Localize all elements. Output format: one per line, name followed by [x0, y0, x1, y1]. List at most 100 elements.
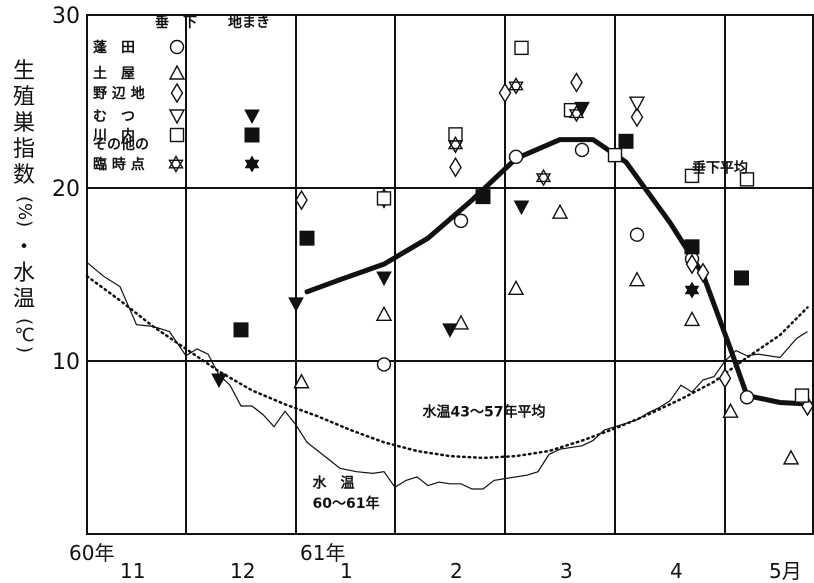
square-marker [684, 168, 700, 184]
y-axis-label-char: 数 [12, 163, 35, 188]
star-triangle-down [568, 109, 585, 123]
diamond-marker [685, 253, 699, 275]
triangle-down-filled-marker [244, 109, 260, 125]
y-axis-label-char: (%) [14, 196, 35, 228]
circle-marker [629, 227, 645, 242]
y-tick-labels: 10 20 30 [52, 4, 80, 375]
star-open-marker [535, 168, 552, 187]
triangle-up-marker [507, 279, 525, 296]
x-tick-label: 11 [120, 559, 145, 583]
triangle-up-marker [293, 373, 310, 389]
x-tick-label: 60年 [69, 541, 114, 565]
legend-label-line2: 臨 時 点 [93, 156, 145, 173]
square-filled-marker [618, 133, 634, 149]
star-open-marker [508, 76, 524, 95]
diamond-marker [449, 156, 462, 178]
triangle-up-marker [551, 203, 569, 219]
star-triangle-down [508, 81, 524, 95]
triangle-down-filled-marker [442, 323, 458, 338]
y-axis-label-char: 指 [12, 137, 35, 162]
star-triangle-up [168, 155, 184, 169]
legend-label: 土 屋 [93, 65, 135, 82]
star-triangle-down [684, 285, 700, 299]
triangle-down-filled-marker [211, 373, 227, 389]
circle-marker [574, 142, 590, 158]
square-marker [794, 388, 810, 403]
triangle-up-marker [683, 311, 701, 327]
diamond-marker [170, 82, 184, 104]
circle-marker [739, 390, 755, 405]
square-filled-marker [233, 322, 249, 338]
x-tick-label: 1 [340, 559, 353, 583]
y-axis-label-char: 殖 [12, 85, 35, 110]
star-triangle-up [508, 76, 524, 91]
diamond-marker [498, 82, 512, 104]
y-axis-label-char: 水 [12, 261, 35, 286]
legend-label: その他の [93, 136, 149, 153]
x-tick-label: 61年 [300, 541, 345, 565]
annotation: 60～61年 [313, 495, 380, 512]
annotation: 水温43～57年平均 [423, 403, 546, 420]
y-axis-label-char: 温 [12, 287, 35, 312]
y-tick-label: 10 [52, 350, 80, 375]
triangle-down-filled-marker [376, 271, 392, 287]
legend-header-ground: 地まき [228, 14, 270, 31]
x-tick-label: 12 [230, 559, 255, 583]
diamond-marker [696, 262, 710, 284]
square-filled-marker [299, 230, 315, 246]
legend-label: む つ [93, 109, 135, 125]
legend-header-hanging: 垂 下 [155, 14, 197, 31]
star-open-marker [168, 155, 184, 173]
square-filled-marker [244, 127, 260, 143]
diamond-marker [630, 106, 644, 128]
y-axis-label-char: 巣 [12, 111, 35, 136]
x-tick-label: 2 [450, 559, 463, 583]
line-series [85, 137, 814, 490]
square-marker [607, 147, 623, 163]
star-triangle-up [535, 168, 552, 183]
legend-label: 蓬 田 [93, 39, 135, 56]
y-tick-label: 20 [52, 177, 80, 202]
star-triangle-down [447, 140, 464, 154]
legend-label: 川 内 [92, 127, 135, 144]
line-thin [86, 261, 808, 490]
annotation: 垂下平均 [692, 159, 748, 176]
plot-frame [86, 14, 814, 535]
square-marker [514, 40, 529, 56]
square-marker [169, 127, 185, 143]
triangle-down-filled-marker [513, 200, 530, 216]
diamond-marker [718, 367, 732, 389]
triangle-down-filled-marker [574, 101, 590, 117]
triangle-down-filled-marker [288, 297, 304, 312]
annotation: 水 温 [313, 474, 355, 491]
diamond-marker [570, 72, 583, 93]
square-marker [739, 172, 755, 187]
square-filled-marker [734, 270, 749, 286]
x-tick-label: 5月 [769, 559, 802, 583]
star-triangle-down [535, 173, 552, 187]
square-filled-marker [475, 189, 491, 205]
x-tick-label: 3 [560, 559, 573, 583]
x-tick-label: 4 [670, 559, 683, 583]
triangle-up-marker [782, 449, 800, 465]
line-dotted [85, 274, 809, 460]
triangle-up-marker [375, 305, 393, 321]
legend-label: 野 辺 地 [93, 85, 145, 102]
square-marker [376, 191, 392, 206]
y-tick-label: 30 [52, 4, 80, 29]
square-filled-marker [684, 239, 700, 255]
circle-marker [169, 39, 185, 55]
line-thick [304, 137, 814, 407]
triangle-up-marker [452, 314, 470, 330]
triangle-up-marker [722, 402, 739, 418]
star-open-marker [447, 135, 464, 154]
circle-marker [508, 149, 524, 165]
y-axis-label-char: ・ [12, 235, 35, 260]
triangle-down-marker [628, 96, 646, 112]
star-filled-marker [244, 155, 260, 173]
y-axis-label-char: (℃) [14, 318, 35, 354]
